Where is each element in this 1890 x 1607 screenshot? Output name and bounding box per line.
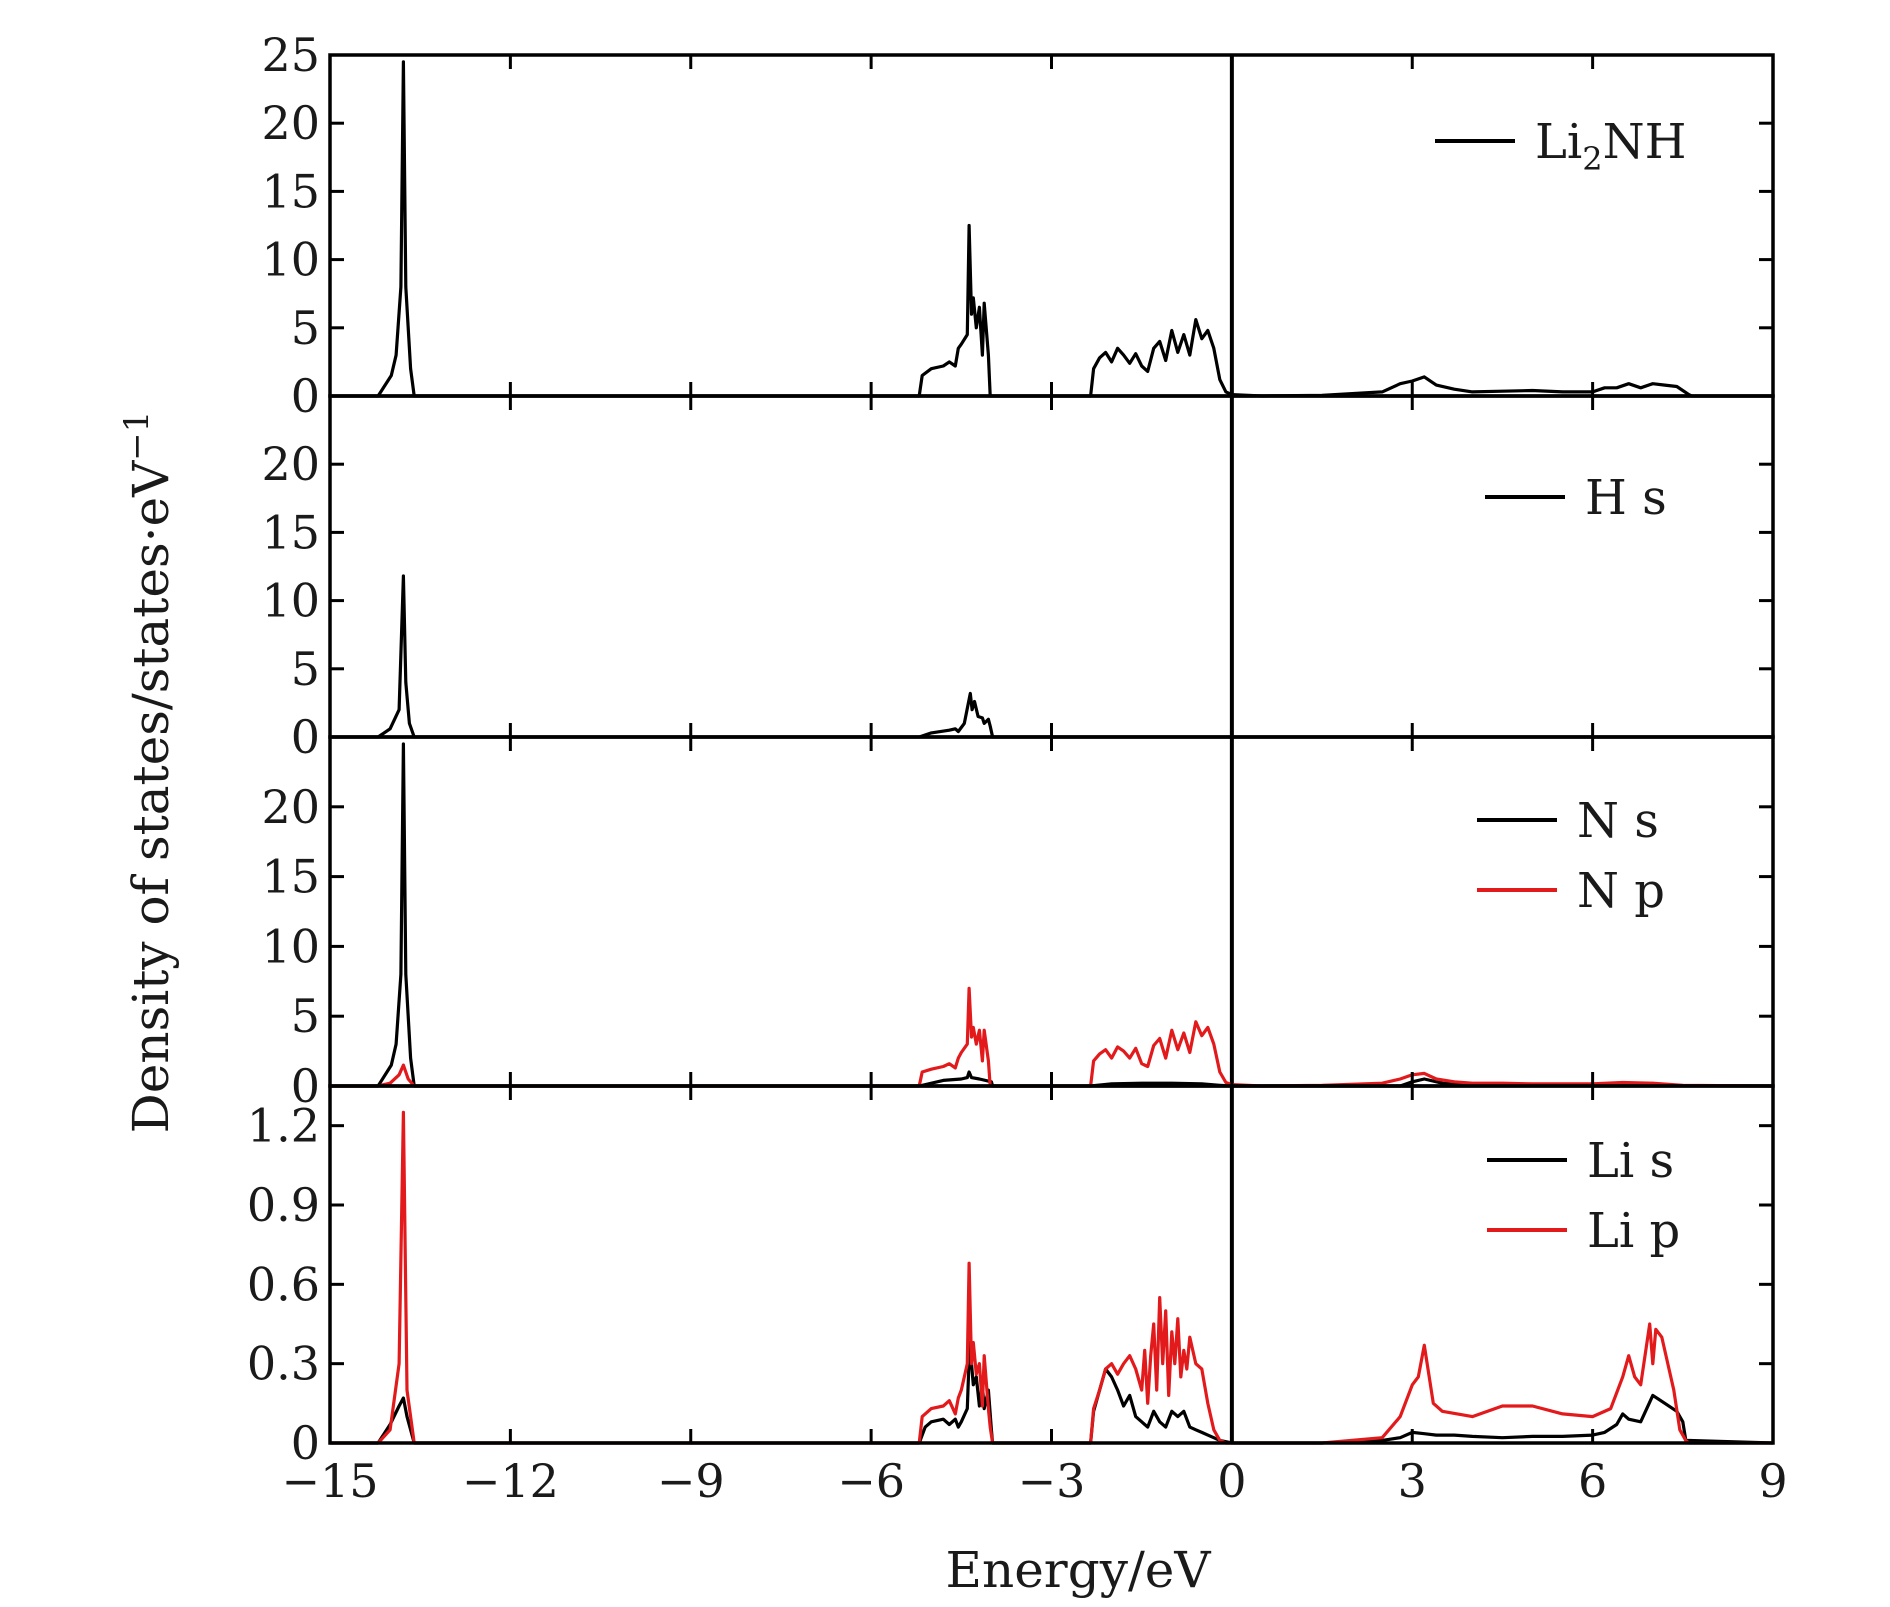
series-layer	[330, 60, 1774, 1445]
panel-frame-n	[328, 735, 1775, 1088]
x-tick-label-4: −3	[1018, 1454, 1086, 1508]
series-line-li2nh-0	[330, 60, 1773, 398]
legend-label-li2nh-0: Li2NH	[1535, 114, 1686, 178]
y-tick-label-h-1: 5	[291, 642, 320, 696]
legend-label-n-1: N p	[1577, 863, 1665, 919]
series-line-n-1	[330, 986, 1774, 1088]
legend-label-subscript: 2	[1582, 140, 1602, 178]
series-line-h-0	[330, 574, 1773, 739]
y-tick-label-li2nh-5: 25	[261, 28, 320, 82]
x-axis-title: Energy/eV	[946, 1541, 1212, 1599]
legend-label-main: Li	[1535, 114, 1582, 170]
y-tick-label-li2nh-0: 0	[291, 369, 320, 423]
y-tick-label-li2nh-2: 10	[261, 233, 320, 287]
legend-layer: Li2NH H s N s N p Li s Li p	[1435, 114, 1686, 1259]
x-tick-label-0: −15	[281, 1454, 378, 1508]
tick-layer: 0510152025051015200510152000.30.60.91.2−…	[247, 28, 1788, 1508]
y-tick-label-n-0: 0	[291, 1059, 320, 1113]
y-tick-label-li-3: 0.9	[247, 1178, 320, 1232]
y-tick-label-h-4: 20	[261, 437, 320, 491]
x-tick-label-3: −6	[837, 1454, 905, 1508]
y-tick-label-n-2: 10	[261, 919, 320, 973]
panel-frame-li	[328, 1084, 1775, 1445]
y-tick-label-li-1: 0.3	[247, 1337, 320, 1391]
x-tick-label-7: 6	[1578, 1454, 1607, 1508]
x-tick-label-1: −12	[462, 1454, 559, 1508]
legend-label-n-0: N s	[1577, 793, 1659, 849]
x-tick-label-5: 0	[1217, 1454, 1246, 1508]
y-tick-label-li2nh-4: 20	[261, 96, 320, 150]
y-tick-label-n-1: 5	[291, 989, 320, 1043]
x-tick-label-8: 9	[1758, 1454, 1787, 1508]
legend-label-tail: NH	[1603, 114, 1687, 170]
legend-label-li-1: Li p	[1587, 1203, 1680, 1259]
legend-label-h-0: H s	[1585, 470, 1667, 526]
y-tick-label-n-3: 15	[261, 850, 320, 904]
legend-label-li-0: Li s	[1587, 1133, 1674, 1189]
x-tick-label-2: −9	[657, 1454, 725, 1508]
y-tick-label-h-0: 0	[291, 710, 320, 764]
series-line-li-1	[330, 1110, 1773, 1445]
series-line-n-0	[330, 742, 1774, 1088]
y-tick-label-li2nh-1: 5	[291, 301, 320, 355]
y-tick-label-h-3: 15	[261, 505, 320, 559]
panel-frame-li2nh	[328, 53, 1775, 398]
y-axis-title-main: Density of states/states·eV	[122, 460, 180, 1133]
y-tick-label-h-2: 10	[261, 574, 320, 628]
y-tick-label-li-2: 0.6	[247, 1257, 320, 1311]
y-tick-label-li-0: 0	[291, 1416, 320, 1470]
y-tick-label-li2nh-3: 15	[261, 164, 320, 218]
y-axis-title-exponent: −1	[117, 411, 157, 461]
y-tick-label-n-4: 20	[261, 780, 320, 834]
y-axis-title: Density of states/states·eV−1	[117, 411, 180, 1134]
x-tick-label-6: 3	[1398, 1454, 1427, 1508]
panel-frame-h	[328, 394, 1775, 739]
series-line-li-0	[330, 1340, 1774, 1445]
y-tick-label-li-4: 1.2	[247, 1099, 320, 1153]
